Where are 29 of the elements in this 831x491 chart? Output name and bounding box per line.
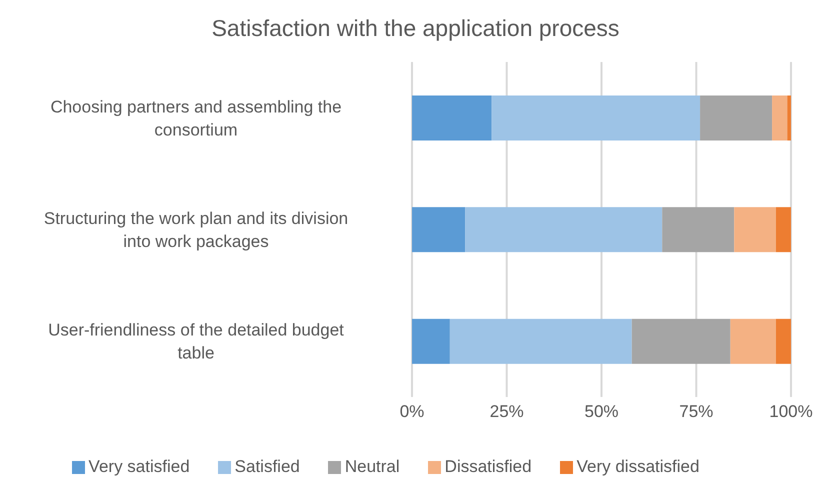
legend-label: Dissatisfied [444,457,532,476]
legend-label: Neutral [344,457,400,476]
bar [632,318,730,364]
bar [450,318,632,364]
x-tick-label: 50% [584,402,619,422]
bar [776,207,791,252]
x-tick-label: 100% [769,402,813,422]
bar [492,96,700,140]
bar [412,318,450,364]
bar [412,96,492,140]
y-tick-label: Choosing partners and assembling the consortium [50,96,342,139]
bar [787,96,791,140]
bar [734,207,776,252]
chart-title: Satisfaction with the application process [210,14,620,43]
bar [662,207,734,252]
legend-label: Very dissatisfied [576,457,700,476]
y-tick-label: Structuring the work plan and its division into work packages [44,208,348,250]
legend-label: Satisfied [234,457,300,476]
bar [730,318,776,364]
x-tick-label: 0% [400,402,424,422]
x-tick-label: 75% [679,402,714,422]
x-tick-label: 25% [490,402,524,422]
bar [700,96,772,140]
bar [412,207,466,252]
bar [776,318,791,364]
legend-label: Very satisfied [88,457,190,476]
bar [465,207,662,252]
bar [772,96,788,140]
y-tick-label: User-friendliness of the detailed budget table [48,320,344,362]
